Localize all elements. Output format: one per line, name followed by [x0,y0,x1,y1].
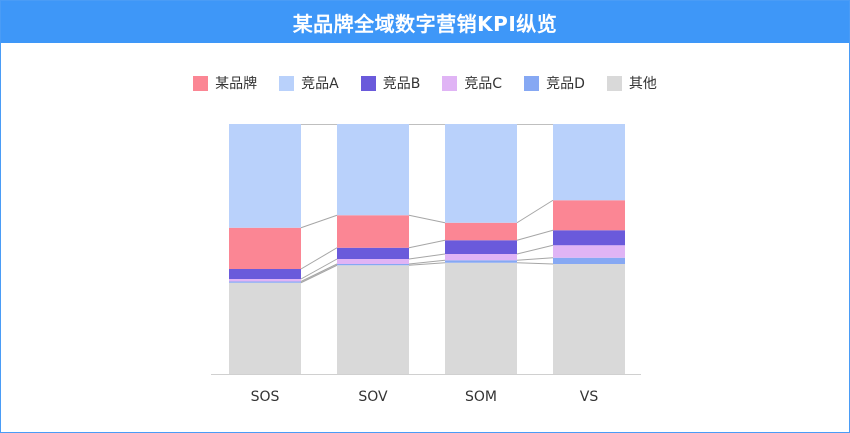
series-connector-line [300,263,338,282]
x-tick-label-som: SOM [465,389,497,405]
series-connector-line [300,264,338,284]
bar-segment-som-5 [445,124,517,223]
bar-segment-sos-5 [229,124,301,228]
series-connector-line [516,244,554,255]
legend-item-competitor-d: 竞品D [524,73,585,93]
series-connector-line [408,262,446,266]
legend-swatch-competitor-b [360,75,376,91]
legend-label-other: 其他 [628,76,657,92]
series-connector-line [408,253,446,260]
legend-label-competitor-a: 竞品A [301,76,339,92]
x-tick-label-vs: VS [580,389,599,405]
bar-segment-sos-3 [229,269,301,279]
bar-segment-vs-4 [553,200,625,231]
series-connector-line [408,239,446,249]
bar-segment-sos-4 [229,227,301,269]
legend: 某品牌 竞品A 竞品B 竞品C 竞品D 其他 [1,73,849,93]
bar-segment-vs-0 [553,264,625,374]
legend-swatch-competitor-c [442,75,458,91]
bar-segment-vs-5 [553,124,625,201]
legend-item-competitor-c: 竞品C [442,73,502,93]
bar-segment-vs-3 [553,230,625,246]
chart-title: 某品牌全域数字营销KPI纵览 [1,1,849,43]
bar-segment-sov-0 [337,265,409,374]
legend-label-brand: 某品牌 [215,76,258,92]
bar-segment-som-2 [445,254,517,261]
series-connector-line [300,214,338,229]
bar-segment-sov-4 [337,215,409,248]
legend-item-brand: 某品牌 [193,73,257,93]
bar-segment-som-3 [445,240,517,254]
bar-segment-som-4 [445,222,517,241]
legend-swatch-competitor-a [279,75,295,91]
legend-swatch-other [606,75,622,91]
bar-segment-vs-1 [553,257,625,264]
series-connector-line [408,259,446,265]
series-connector-line [516,262,554,265]
bar-segment-sov-5 [337,124,409,216]
series-connector-line [516,257,554,261]
legend-item-competitor-b: 竞品B [360,73,421,93]
legend-item-other: 其他 [606,73,657,93]
series-connector-line [516,199,554,224]
bar-segment-som-1 [445,260,517,263]
bar-segment-sos-2 [229,279,301,282]
bar-segment-som-0 [445,262,517,374]
legend-swatch-brand [193,75,209,91]
series-connector-line [516,229,554,241]
series-connector-line [300,247,338,270]
bar-segment-sos-0 [229,282,301,374]
series-connector-line [300,258,338,280]
bar-segment-sov-2 [337,259,409,264]
legend-label-competitor-d: 竞品D [546,76,585,92]
x-tick-label-sov: SOV [358,389,388,405]
legend-label-competitor-c: 竞品C [464,76,503,92]
bar-segment-sov-1 [337,264,409,266]
bar-segment-sov-3 [337,247,409,259]
series-connector-line [408,214,446,224]
bar-segment-sos-1 [229,281,301,283]
x-tick-label-sos: SOS [251,389,280,405]
bar-segment-vs-2 [553,245,625,258]
legend-item-competitor-a: 竞品A [279,73,339,93]
legend-swatch-competitor-d [524,75,540,91]
legend-label-competitor-b: 竞品B [382,76,421,92]
